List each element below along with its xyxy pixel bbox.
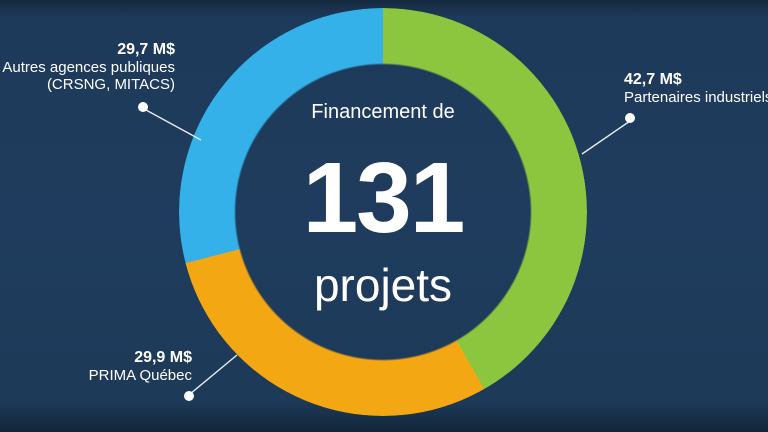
callout-label-prima: PRIMA Québec	[88, 367, 192, 384]
callout-dot-partenaires	[625, 113, 635, 123]
callout-label-partenaires: Partenaires industriels	[624, 89, 768, 106]
callout-value-prima: 29,9 M$	[134, 349, 192, 366]
callout-dot-autres-agences	[138, 102, 148, 112]
donut-center-unit: projets	[313, 259, 453, 311]
callout-value-autres-agences: 29,7 M$	[117, 41, 175, 58]
callout-value-partenaires: 42,7 M$	[624, 71, 682, 88]
callout-line-partenaires	[581, 120, 631, 155]
callout-label-autres-agences-line2: (CRSNG, MITACS)	[46, 76, 175, 93]
callout-partenaires: 42,7 M$ Partenaires industriels	[624, 70, 768, 106]
donut-center-intro: Financement de	[311, 101, 455, 123]
callout-autres-agences: 29,7 M$ Autres agences publiques (CRSNG,…	[2, 40, 175, 93]
callout-prima: 29,9 M$ PRIMA Québec	[89, 348, 192, 384]
callout-line-prima	[189, 354, 238, 395]
callout-label-autres-agences-line1: Autres agences publiques	[2, 59, 175, 76]
donut-center-number: 131	[302, 142, 466, 254]
donut-chart	[179, 8, 587, 416]
callout-dot-prima	[184, 391, 194, 401]
